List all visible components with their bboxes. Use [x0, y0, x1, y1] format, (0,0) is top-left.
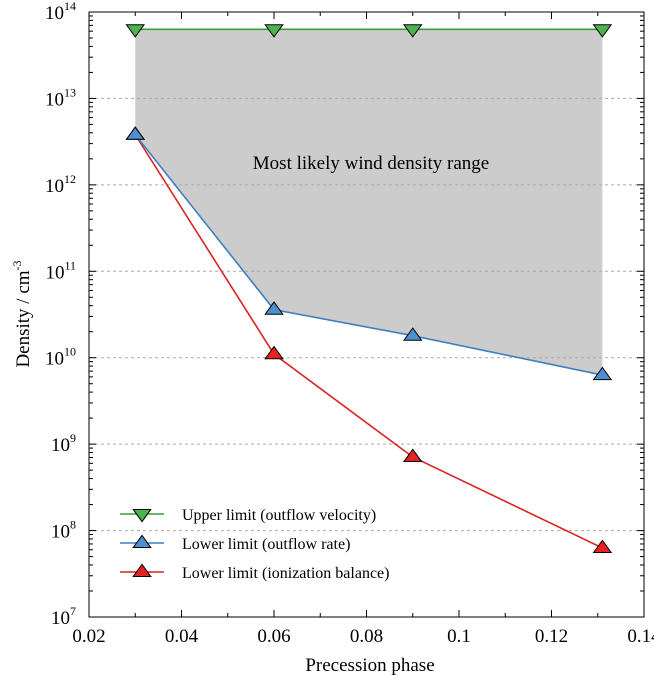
- y-tick-label: 1014: [45, 0, 76, 24]
- series-upper-limit-outflow-velocity: [125, 24, 613, 38]
- data-point: [592, 366, 613, 381]
- data-point: [592, 539, 613, 553]
- y-tick-label-base: 10: [51, 608, 70, 629]
- data-point: [125, 126, 146, 140]
- x-axis-label: Precession phase: [305, 655, 434, 675]
- density-range-shade: [135, 29, 603, 376]
- y-tick-label-base: 10: [51, 522, 70, 543]
- density-range-shade-layer: [135, 29, 603, 376]
- y-tick-label-exponent: 11: [64, 258, 76, 272]
- y-tick-label-base: 10: [51, 435, 70, 456]
- legend-marker: [132, 508, 152, 523]
- y-tick-label: 1010: [45, 345, 76, 370]
- data-point: [402, 24, 423, 38]
- legend-label: Lower limit (ionization balance): [182, 565, 389, 582]
- x-tick-label: 0.12: [535, 626, 568, 647]
- gridlines: [89, 97, 644, 532]
- y-tick-label-base: 10: [45, 176, 64, 197]
- y-tick-label-base: 10: [45, 89, 64, 110]
- y-tick-label-exponent: 14: [64, 0, 76, 13]
- y-tick-label: 1011: [45, 258, 76, 283]
- x-tick-label: 0.04: [165, 626, 199, 647]
- legend-marker: [132, 563, 152, 578]
- x-tick-label: 0.06: [257, 626, 290, 647]
- x-tick-label: 0.02: [72, 626, 105, 647]
- x-tick-label: 0.1: [447, 626, 471, 647]
- y-axis-label: Density / cm-3: [10, 260, 34, 367]
- x-tick-label: 0.14: [627, 626, 654, 647]
- axis-ticks: 0.020.040.060.080.10.120.141071081091010…: [45, 0, 654, 647]
- legend-item: Lower limit (outflow rate): [120, 534, 350, 553]
- y-tick-label: 108: [51, 518, 76, 543]
- y-tick-label: 109: [51, 431, 76, 456]
- y-tick-label-exponent: 8: [70, 518, 76, 532]
- legend-label: Upper limit (outflow velocity): [182, 507, 376, 524]
- legend-marker: [132, 534, 152, 549]
- y-tick-label-exponent: 12: [64, 172, 76, 186]
- x-tick-label: 0.08: [350, 626, 383, 647]
- y-tick-label: 107: [51, 604, 76, 629]
- y-tick-label-exponent: 7: [70, 604, 76, 618]
- legend-item: Lower limit (ionization balance): [120, 563, 389, 582]
- series-line: [134, 134, 603, 376]
- y-tick-label: 1012: [45, 172, 76, 197]
- y-axis-label-base: Density / cm: [13, 270, 34, 367]
- data-point: [125, 24, 146, 38]
- y-tick-label-base: 10: [45, 262, 64, 283]
- data-point: [264, 301, 284, 315]
- data-point: [264, 345, 284, 360]
- data-point: [402, 327, 423, 341]
- series-line: [134, 134, 603, 549]
- series-layer: [125, 24, 613, 553]
- series-lower-limit-ionization-balance: [125, 126, 613, 553]
- legend-label: Lower limit (outflow rate): [182, 536, 350, 553]
- series-lower-limit-outflow-rate: [125, 126, 613, 381]
- y-tick-label-base: 10: [45, 3, 64, 24]
- legend: Upper limit (outflow velocity) Lower limi…: [120, 507, 389, 582]
- shaded-region-annotation: Most likely wind density range: [253, 153, 489, 174]
- y-axis-label-exponent: -3: [10, 260, 24, 270]
- data-point: [592, 24, 613, 38]
- y-tick-label-exponent: 13: [64, 85, 76, 99]
- y-tick-label-base: 10: [45, 349, 64, 370]
- y-tick-label-exponent: 9: [70, 431, 76, 445]
- legend-item: Upper limit (outflow velocity): [120, 507, 376, 524]
- y-tick-label: 1013: [45, 85, 76, 110]
- data-point: [264, 24, 284, 38]
- data-point: [402, 448, 423, 463]
- y-tick-label-exponent: 10: [64, 345, 76, 359]
